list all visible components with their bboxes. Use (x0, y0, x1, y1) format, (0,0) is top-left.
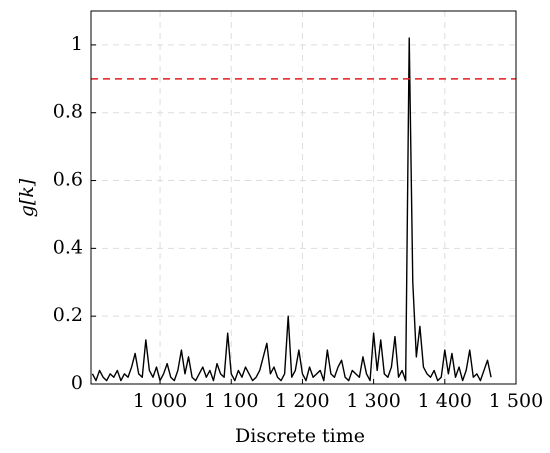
x-tick-label: 1 100 (204, 390, 258, 412)
data-line (91, 37, 492, 382)
x-tick-label: 1 400 (418, 390, 472, 412)
y-tick-label: 0.2 (53, 304, 83, 326)
plot-frame (90, 10, 517, 385)
y-tick-label: 0 (71, 372, 83, 394)
x-axis-label: Discrete time (235, 425, 365, 447)
y-tick-label: 1 (71, 33, 83, 55)
x-tick-label: 1 300 (346, 390, 400, 412)
y-axis-label: g[k] (16, 178, 38, 217)
y-tick-label: 0.4 (53, 236, 83, 258)
y-tick-label: 0.8 (53, 101, 83, 123)
y-tick-label: 0.6 (53, 169, 83, 191)
x-tick-label: 1 200 (275, 390, 329, 412)
x-tick-label: 1 000 (133, 390, 187, 412)
x-tick-label: 1 500 (489, 390, 543, 412)
